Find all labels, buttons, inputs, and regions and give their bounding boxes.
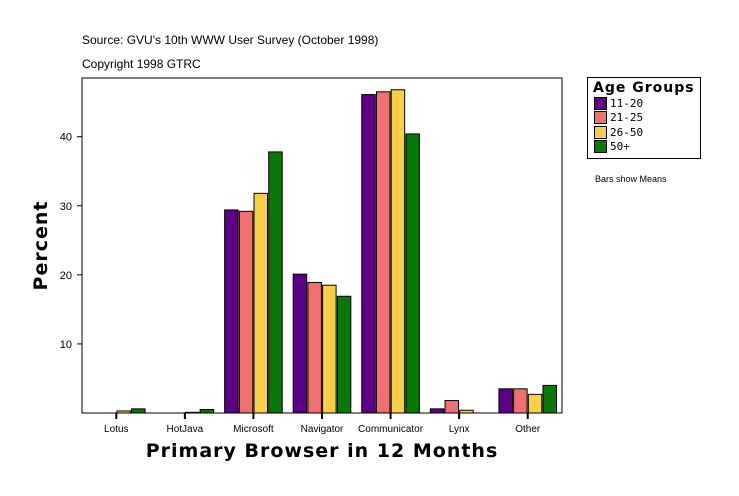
bar-50+ — [542, 384, 558, 414]
source-text: Source: GVU's 10th WWW User Survey (Octo… — [82, 33, 379, 47]
x-tick-label: HotJava — [167, 424, 204, 435]
x-tick-label: Lotus — [104, 424, 128, 435]
x-axis-label: Primary Browser in 12 Months — [146, 440, 499, 462]
x-tick-label: Communicator — [358, 424, 424, 435]
bar-21-25 — [238, 210, 254, 414]
bar-26-50 — [116, 410, 131, 414]
legend-swatch — [594, 140, 607, 154]
legend-item: 11-20 — [594, 96, 700, 111]
bar-21-25 — [444, 400, 460, 414]
legend-label: 11-20 — [610, 96, 644, 110]
bar-26-50 — [459, 409, 474, 414]
bar-11-20 — [292, 273, 308, 414]
x-tick-label: Navigator — [301, 424, 344, 435]
bar-26-50 — [184, 411, 200, 414]
y-axis-label: Percent — [30, 201, 52, 291]
legend: Age Groups 11-20 21-25 26-50 50+ — [587, 77, 701, 159]
x-tick-label: Microsoft — [233, 424, 274, 435]
bar-26-50 — [322, 284, 337, 414]
means-note: Bars show Means — [595, 174, 667, 184]
legend-swatch — [594, 111, 607, 125]
y-tick-label: 40 — [60, 132, 72, 144]
legend-label: 21-25 — [610, 111, 644, 125]
bar-11-20 — [429, 408, 445, 414]
y-tick-label: 20 — [60, 270, 72, 282]
bar-21-25 — [375, 91, 391, 414]
bar-50+ — [268, 151, 283, 414]
plot-area — [81, 77, 563, 414]
legend-item: 50+ — [594, 140, 700, 155]
legend-title: Age Groups — [593, 80, 695, 96]
bar-50+ — [336, 295, 352, 414]
bar-26-50 — [390, 89, 406, 414]
x-tick-label: Lynx — [449, 424, 470, 435]
copyright-text: Copyright 1998 GTRC — [82, 57, 201, 71]
bar-50+ — [131, 408, 146, 414]
legend-label: 26-50 — [610, 125, 644, 139]
legend-swatch — [594, 125, 607, 139]
bar-11-20 — [361, 94, 376, 414]
bar-50+ — [405, 133, 420, 414]
bar-21-25 — [307, 281, 322, 414]
bar-26-50 — [253, 192, 269, 414]
legend-item: 26-50 — [594, 125, 700, 140]
bar-50+ — [199, 409, 215, 414]
bar-26-50 — [527, 393, 543, 414]
legend-swatch — [594, 96, 607, 110]
y-tick-label: 30 — [60, 201, 72, 213]
bar-11-20 — [224, 209, 239, 414]
bar-11-20 — [498, 388, 513, 414]
x-tick-label: Other — [515, 424, 541, 435]
y-tick-label: 10 — [60, 339, 72, 351]
legend-item: 21-25 — [594, 111, 700, 126]
bar-21-25 — [513, 388, 528, 414]
legend-label: 50+ — [610, 140, 630, 154]
